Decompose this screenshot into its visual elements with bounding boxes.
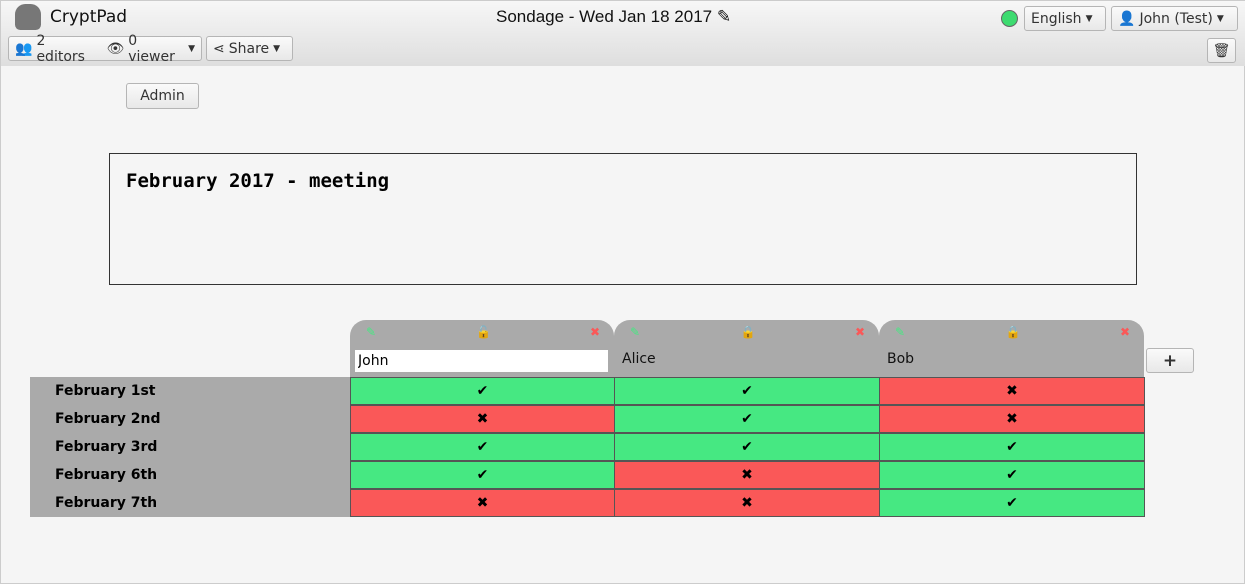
row-label: February 6th [30,461,350,489]
column-name: Alice [622,351,656,367]
vote-cell[interactable]: ✔ [879,461,1145,489]
cross-icon: ✖ [476,495,489,511]
eye-icon: 👁 [106,40,125,57]
admin-label: Admin [140,88,185,104]
users-icon: 👥 [15,40,33,57]
column-header: ✎ 🔓 ✖ [350,320,614,377]
viewers-count: 0 viewer [128,32,175,65]
vote-cell[interactable]: ✔ [614,433,880,461]
edit-icon[interactable]: ✎ [366,325,377,339]
cross-icon: ✖ [476,411,489,427]
cross-icon: ✖ [1006,383,1018,399]
edit-icon[interactable]: ✎ [895,325,906,339]
caret-down-icon: ▼ [273,43,281,54]
column-name-input[interactable] [355,350,608,372]
description-text: February 2017 - meeting [126,170,390,192]
caret-down-icon: ▼ [1216,13,1224,24]
edit-icon[interactable]: ✎ [630,325,641,339]
user-icon: 👤 [1118,10,1136,27]
cryptpad-logo-icon [15,4,41,30]
row-label: February 3rd [30,433,350,461]
lock-icon[interactable]: 🔒 [1005,325,1021,339]
vote-cell[interactable]: ✔ [879,433,1145,461]
poll-description[interactable]: February 2017 - meeting [109,153,1137,285]
users-button[interactable]: 👥 2 editors 👁 0 viewer ▼ [8,33,202,65]
trash-icon: 🗑 [1212,42,1231,59]
editors-count: 2 editors [36,32,85,65]
trash-button[interactable]: 🗑 [1207,38,1236,63]
unlock-icon[interactable]: 🔓 [476,325,491,339]
vote-cell[interactable]: ✖ [879,377,1145,405]
pad-title[interactable]: Sondage - Wed Jan 18 2017 ✎ [496,7,731,27]
caret-down-icon: ▼ [1085,13,1093,24]
vote-cell[interactable]: ✔ [879,489,1145,517]
check-icon: ✔ [741,411,753,427]
vote-cell[interactable]: ✔ [350,433,615,461]
language-label: English [1031,10,1082,27]
language-selector[interactable]: English ▼ [1024,6,1106,31]
pad-title-text: Sondage - Wed Jan 18 2017 [496,7,713,26]
user-menu[interactable]: 👤 John (Test) ▼ [1111,6,1238,31]
share-icon: ⋖ [213,40,225,57]
share-button[interactable]: ⋖ Share ▼ [206,36,293,61]
vote-cell[interactable]: ✖ [350,489,615,517]
remove-column-icon[interactable]: ✖ [854,325,865,339]
column-header: ✎ 🔒 ✖ Bob [879,320,1144,377]
vote-cell[interactable]: ✖ [879,405,1145,433]
check-icon: ✔ [1006,439,1018,455]
remove-column-icon[interactable]: ✖ [1119,325,1130,339]
app-name: CryptPad [50,7,128,27]
lock-icon[interactable]: 🔒 [740,325,756,339]
check-icon: ✔ [476,439,489,455]
row-label: February 1st [30,377,350,405]
caret-down-icon: ▼ [188,43,195,54]
check-icon: ✔ [741,383,753,399]
vote-cell[interactable]: ✖ [350,405,615,433]
pencil-icon[interactable]: ✎ [716,7,732,26]
add-column-button[interactable]: + [1146,348,1194,373]
cross-icon: ✖ [1006,411,1018,427]
check-icon: ✔ [741,439,753,455]
remove-column-icon[interactable]: ✖ [589,325,600,339]
check-icon: ✔ [1006,467,1018,483]
vote-cell[interactable]: ✖ [614,461,880,489]
column-name: Bob [887,351,915,367]
cross-icon: ✖ [741,495,753,511]
row-label: February 2nd [30,405,350,433]
user-name: John (Test) [1139,10,1213,27]
vote-cell[interactable]: ✔ [614,405,880,433]
row-label: February 7th [30,489,350,517]
vote-cell[interactable]: ✖ [614,489,880,517]
check-icon: ✔ [1006,495,1018,511]
column-header: ✎ 🔒 ✖ Alice [614,320,879,377]
connection-status-indicator [1001,10,1018,27]
toolbar: CryptPad Sondage - Wed Jan 18 2017 ✎ 👥 2 … [1,1,1245,66]
vote-cell[interactable]: ✔ [614,377,880,405]
check-icon: ✔ [476,383,489,399]
admin-button[interactable]: Admin [126,83,199,109]
check-icon: ✔ [476,467,489,483]
cross-icon: ✖ [741,467,753,483]
share-label: Share [228,40,270,57]
plus-icon: + [1162,350,1178,371]
vote-cell[interactable]: ✔ [350,461,615,489]
vote-cell[interactable]: ✔ [350,377,615,405]
